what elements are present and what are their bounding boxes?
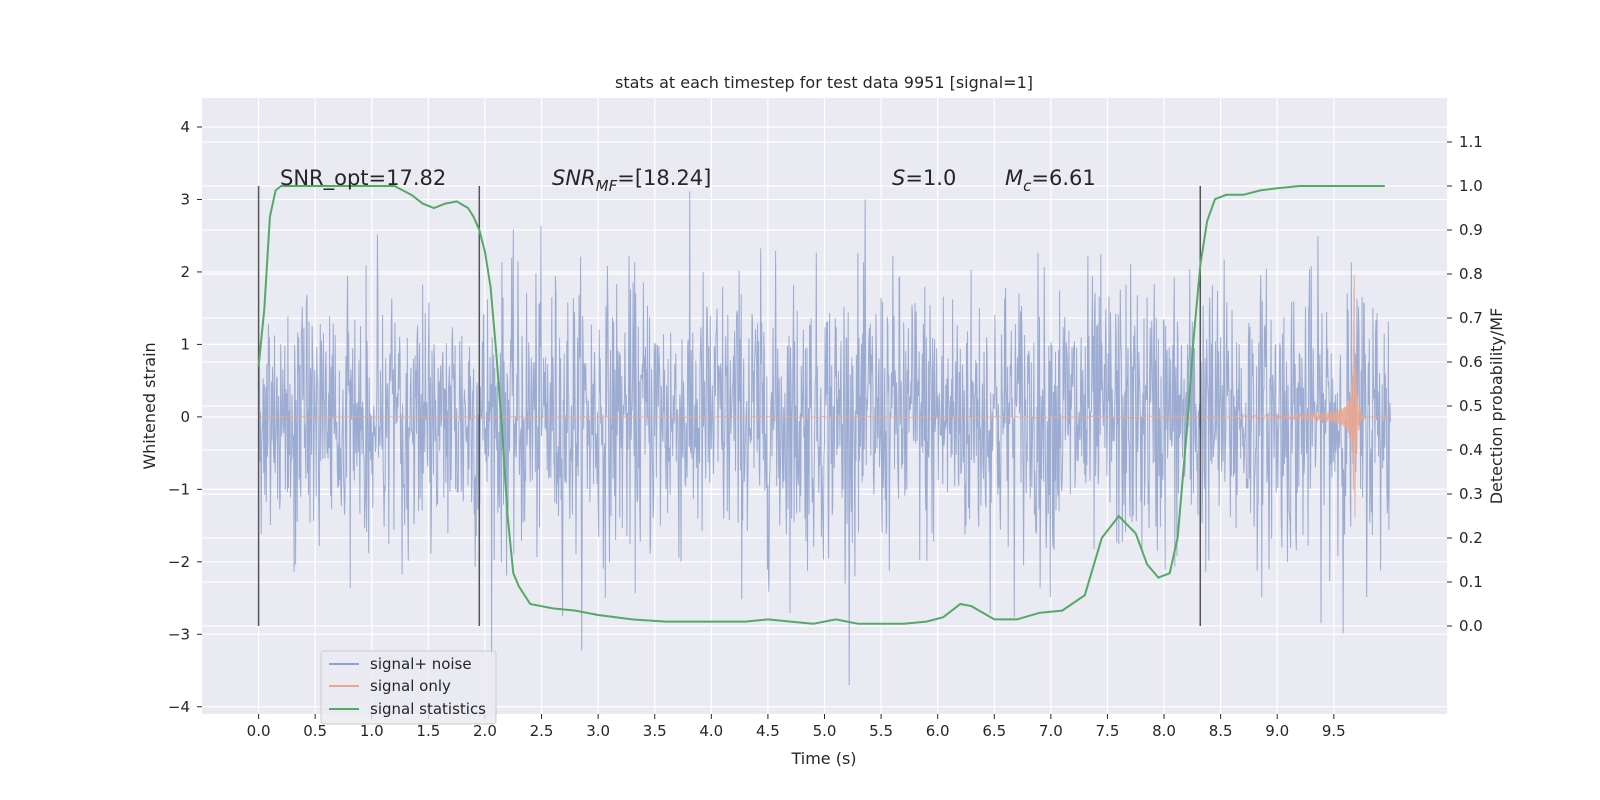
x-tick-label: 2.5 xyxy=(530,722,554,740)
annotation-s: S=1.0 xyxy=(892,166,956,190)
y-tick-label: 3 xyxy=(180,190,190,208)
y-tick-label: 2 xyxy=(180,263,190,281)
legend-label-statistics: signal statistics xyxy=(370,700,486,718)
y-right-tick-label: 0.0 xyxy=(1459,617,1483,635)
legend-box xyxy=(320,650,497,725)
annotation-mc: Mc=6.61 xyxy=(1005,166,1096,195)
y-tick-label: 1 xyxy=(180,335,190,353)
x-tick-label: 1.0 xyxy=(360,722,384,740)
y-right-tick-label: 0.8 xyxy=(1459,265,1483,283)
chart-title: stats at each timestep for test data 995… xyxy=(615,73,1033,92)
signal-plus-noise-series xyxy=(258,191,1391,686)
annotation-snr-opt: SNR_opt=17.82 xyxy=(280,166,446,191)
y-tick-label: −2 xyxy=(168,553,190,571)
x-tick-label: 8.0 xyxy=(1152,722,1176,740)
y-right-tick-label: 0.9 xyxy=(1459,221,1483,239)
y-right-tick-label: 1.1 xyxy=(1459,133,1483,151)
x-tick-label: 2.0 xyxy=(473,722,497,740)
x-tick-label: 6.0 xyxy=(926,722,950,740)
y-right-tick-label: 0.5 xyxy=(1459,397,1483,415)
y-right-axis-label: Detection probability/MF xyxy=(1487,308,1506,505)
y-right-tick-label: 0.7 xyxy=(1459,309,1483,327)
y-right-tick-label: 1.0 xyxy=(1459,177,1483,195)
signal-statistics-line xyxy=(257,185,1385,625)
x-tick-label: 0.0 xyxy=(247,722,271,740)
y-tick-label: −1 xyxy=(168,480,190,498)
y-right-tick-label: 0.3 xyxy=(1459,485,1483,503)
x-tick-label: 5.5 xyxy=(869,722,893,740)
y-axis-label: Whitened strain xyxy=(140,342,159,469)
x-tick-label: 7.5 xyxy=(1096,722,1120,740)
y-tick-label: 4 xyxy=(180,118,190,136)
x-tick-label: 8.5 xyxy=(1209,722,1233,740)
y-tick-label: 0 xyxy=(180,408,190,426)
y-right-tick-label: 0.2 xyxy=(1459,529,1483,547)
legend: signal+ noise signal only signal statist… xyxy=(320,650,497,725)
x-tick-label: 9.5 xyxy=(1322,722,1346,740)
signal-trace xyxy=(258,274,1391,518)
y-right-tick-label: 0.4 xyxy=(1459,441,1483,459)
x-tick-label: 7.0 xyxy=(1039,722,1063,740)
x-tick-label: 4.5 xyxy=(756,722,780,740)
legend-label-signal: signal only xyxy=(370,677,451,695)
y-right-axis-ticks: 1.1 1.0 0.9 0.8 0.7 0.6 0.5 0.4 0.3 0.2 0.1 0.0 xyxy=(1447,133,1483,635)
x-tick-label: 5.0 xyxy=(813,722,837,740)
x-tick-label: 0.5 xyxy=(303,722,327,740)
x-tick-label: 1.5 xyxy=(416,722,440,740)
x-axis-ticks: 0.0 0.5 1.0 1.5 2.0 2.5 3.0 3.5 4.0 4.5 5.0 5.5 6.0 6… xyxy=(247,714,1346,740)
noise-trace xyxy=(258,191,1391,686)
y-right-tick-label: 0.6 xyxy=(1459,353,1483,371)
x-tick-label: 9.0 xyxy=(1265,722,1289,740)
x-tick-label: 6.5 xyxy=(982,722,1006,740)
x-tick-label: 3.0 xyxy=(586,722,610,740)
y-tick-label: −3 xyxy=(168,625,190,643)
signal-only-series xyxy=(258,274,1391,518)
legend-label-noise: signal+ noise xyxy=(370,655,472,673)
y-right-tick-label: 0.1 xyxy=(1459,573,1483,591)
y-tick-label: −4 xyxy=(168,698,190,716)
annotation-snr-mf: SNRMF=[18.24] xyxy=(552,166,711,195)
x-tick-label: 4.0 xyxy=(699,722,723,740)
x-axis-label: Time (s) xyxy=(790,749,856,768)
x-tick-label: 3.5 xyxy=(643,722,667,740)
y-axis-ticks: 4 3 2 1 0 −1 −2 −3 −4 xyxy=(168,118,202,716)
